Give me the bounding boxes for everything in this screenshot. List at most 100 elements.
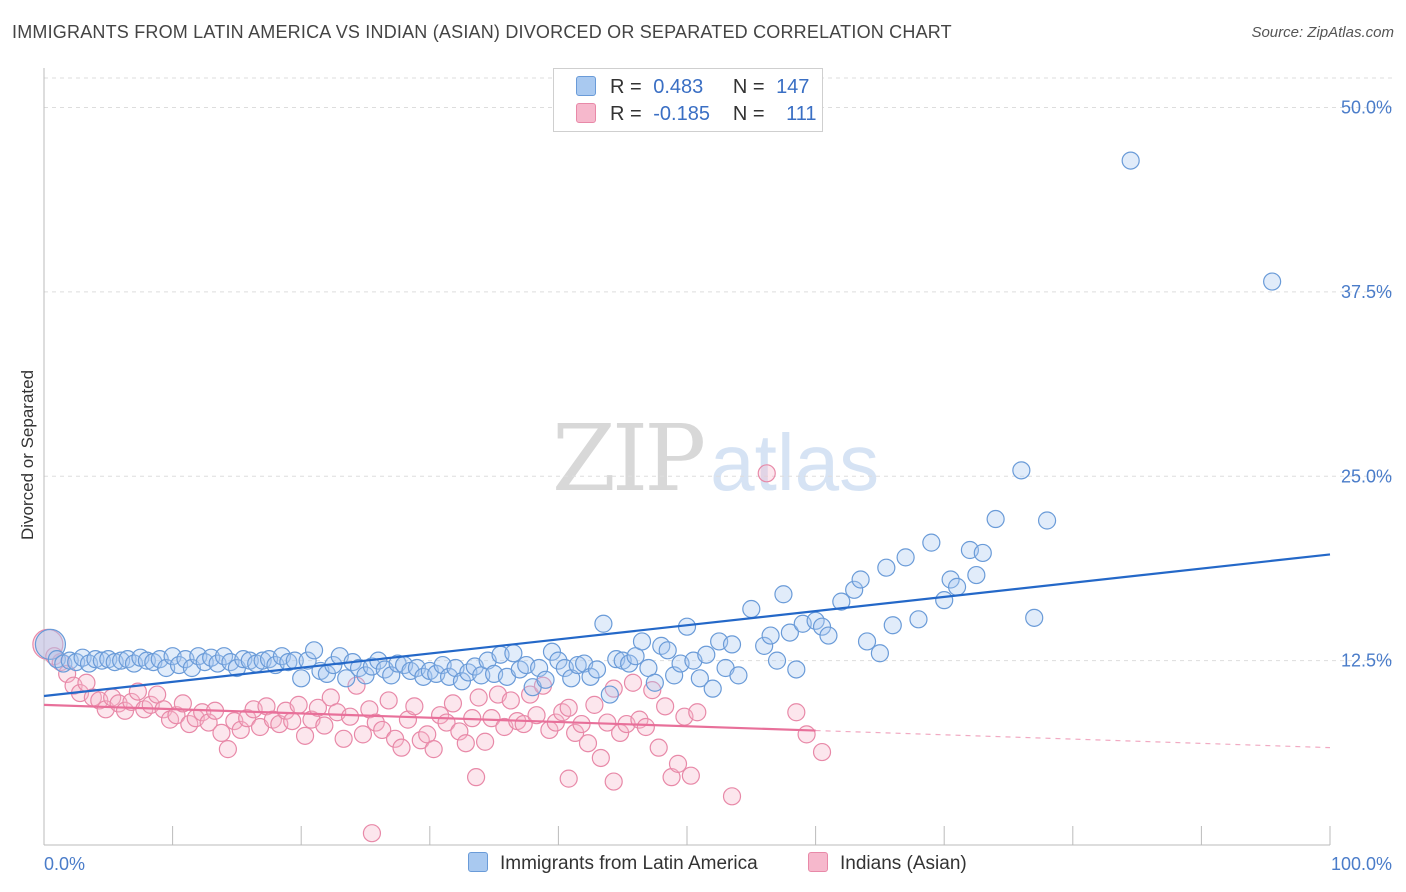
data-point-indians: [559, 769, 578, 788]
bottom-legend-latin-america: Immigrants from Latin America: [468, 852, 758, 875]
data-point-indians: [591, 748, 610, 768]
data-point-indians: [405, 697, 424, 716]
data-point-indians: [379, 691, 398, 710]
data-point-indians: [623, 673, 643, 692]
data-point-indians: [797, 725, 816, 744]
data-point-latin-america: [845, 580, 864, 599]
y-axis-label: Divorced or Separated: [18, 369, 37, 541]
watermark-atlas: atlas: [710, 418, 880, 507]
data-point-latin-america: [587, 660, 607, 679]
data-point-latin-america: [1037, 511, 1057, 530]
data-point-latin-america: [690, 669, 709, 688]
legend-r-label: R =: [610, 76, 642, 98]
data-point-latin-america: [819, 626, 838, 645]
data-point-indians: [315, 716, 334, 735]
data-point-latin-america: [568, 655, 587, 675]
data-point-indians: [527, 706, 546, 725]
source-note: Source: ZipAtlas.com: [1251, 24, 1394, 41]
chart-title: IMMIGRANTS FROM LATIN AMERICA VS INDIAN …: [12, 22, 952, 42]
data-point-latin-america: [549, 651, 568, 670]
data-point-indians: [604, 772, 623, 791]
data-point-indians: [636, 717, 655, 737]
data-point-indians: [218, 740, 237, 759]
watermark-zip: ZIP: [552, 405, 706, 512]
trend-line-latin-america: [43, 553, 1331, 698]
x-tick-label-min: 0.0%: [44, 854, 85, 874]
data-point-latin-america: [530, 658, 549, 678]
data-point-indians: [347, 676, 366, 695]
data-point-latin-america: [857, 632, 877, 651]
data-point-latin-america: [851, 570, 870, 589]
bottom-legend-swatch-blue: [468, 852, 488, 872]
data-point-indians: [681, 766, 700, 785]
data-point-indians: [295, 726, 315, 745]
y-tick-label: 12.5%: [1341, 651, 1392, 671]
data-point-latin-america: [967, 565, 986, 585]
correlation-legend: R = 0.483 N = 147 R = -0.185 N = 111: [553, 68, 823, 132]
data-point-indians: [501, 691, 520, 710]
data-point-indians: [199, 713, 218, 732]
data-point-latin-america: [922, 533, 941, 552]
data-point-latin-america: [581, 667, 600, 686]
data-point-latin-america: [729, 666, 748, 685]
data-point-latin-america: [941, 570, 960, 589]
watermark: ZIP atlas: [552, 405, 879, 512]
legend-swatch-blue: [576, 76, 596, 96]
data-point-indians: [340, 707, 360, 726]
legend-r-value: -0.185: [653, 103, 710, 125]
data-point-latin-america: [34, 628, 67, 661]
data-point-indians: [212, 723, 231, 743]
data-point-latin-america: [877, 558, 896, 577]
data-point-indians: [482, 709, 501, 728]
data-point-indians: [424, 740, 443, 759]
data-point-latin-america: [761, 626, 780, 645]
data-point-latin-america: [1263, 272, 1282, 291]
data-point-latin-america: [935, 591, 954, 610]
data-point-latin-america: [973, 543, 992, 563]
y-tick-label: 25.0%: [1341, 466, 1392, 486]
data-point-indians: [366, 713, 385, 732]
y-tick-label: 37.5%: [1341, 282, 1392, 302]
data-point-indians: [668, 754, 688, 773]
data-point-latin-america: [86, 650, 105, 669]
bottom-legend-label: Indians (Asian): [840, 853, 967, 874]
data-point-indians: [812, 742, 832, 762]
data-point-indians: [559, 698, 578, 717]
data-point-indians: [469, 688, 488, 707]
y-tick-label: 50.0%: [1341, 98, 1392, 118]
data-point-indians: [443, 694, 463, 713]
data-point-indians: [466, 768, 486, 787]
data-point-latin-america: [304, 641, 324, 660]
data-point-latin-america: [697, 645, 716, 664]
data-point-latin-america: [947, 577, 967, 596]
data-point-latin-america: [594, 614, 613, 633]
legend-r-value: 0.483: [653, 76, 704, 98]
bottom-legend-label: Immigrants from Latin America: [500, 853, 758, 874]
data-point-indians: [289, 695, 308, 714]
data-point-indians: [787, 703, 806, 722]
data-point-indians: [173, 694, 192, 713]
bottom-legend-swatch-pink: [808, 852, 828, 872]
data-point-latin-america: [645, 673, 664, 692]
data-point-latin-america: [658, 641, 677, 660]
data-point-latin-america: [774, 585, 793, 604]
data-point-latin-america: [279, 652, 298, 672]
trend-line-indians: [43, 703, 816, 732]
trend-line-extension-indians: [815, 729, 1331, 749]
data-point-indians: [656, 697, 675, 716]
legend-r-label: R =: [610, 103, 642, 125]
data-point-indians: [167, 706, 186, 725]
data-point-latin-america: [883, 616, 902, 635]
data-point-latin-america: [755, 636, 774, 655]
data-point-indians: [430, 706, 450, 725]
x-tick-label-max: 100.0%: [1331, 854, 1392, 874]
data-point-latin-america: [832, 592, 851, 611]
data-point-latin-america: [986, 509, 1005, 529]
legend-row-latin-america: R = 0.483 N = 147: [576, 76, 809, 99]
data-point-indians: [308, 698, 328, 717]
data-point-latin-america: [298, 651, 317, 670]
data-point-indians: [688, 703, 707, 722]
data-point-indians: [373, 720, 392, 740]
data-point-latin-america: [896, 548, 915, 567]
